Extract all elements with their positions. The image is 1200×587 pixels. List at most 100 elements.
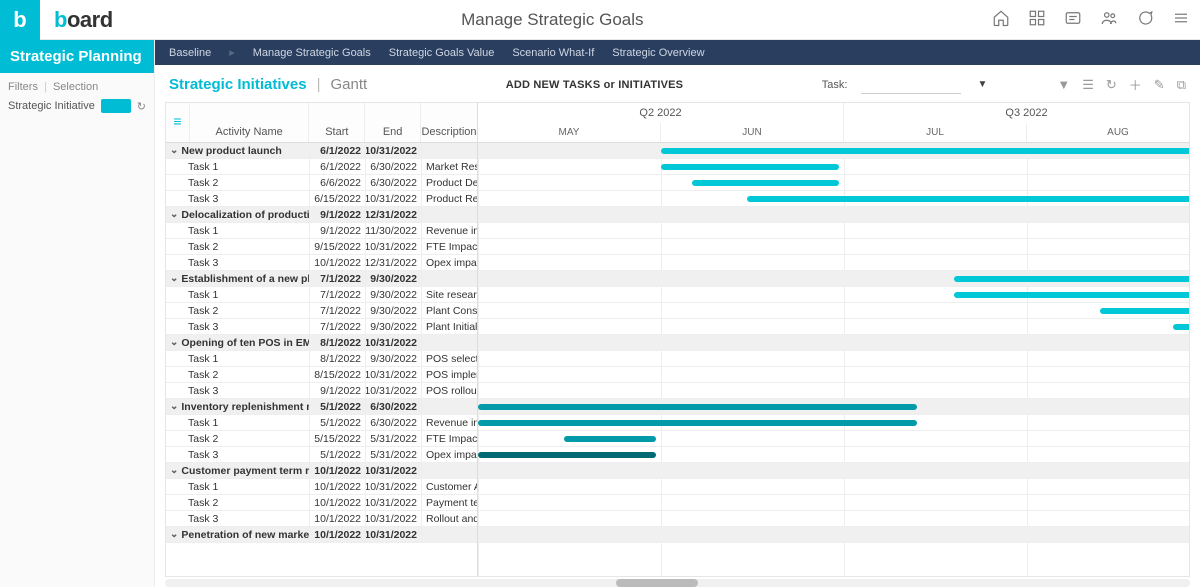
activity-name[interactable]: Task 3 [166,255,310,270]
activity-name[interactable]: Opening of ten POS in EMEA... [166,335,310,350]
gantt-bar[interactable] [564,436,656,442]
gantt-bar[interactable] [661,148,1190,154]
gantt-bar[interactable] [692,180,838,186]
col-name[interactable]: Activity Name [190,103,310,142]
crumb-manage[interactable]: Manage Strategic Goals [253,47,371,59]
horizontal-scrollbar[interactable] [165,579,1190,587]
group-row[interactable]: Penetration of new markets ...10/1/20221… [166,527,477,543]
scrollbar-thumb[interactable] [616,579,698,587]
activity-name[interactable]: Task 2 [166,495,310,510]
gantt-body[interactable] [478,143,1189,576]
activity-name[interactable]: Task 3 [166,191,310,206]
task-row[interactable]: Task 28/15/202210/31/2022POS implem.. [166,367,477,383]
gantt-bar[interactable] [954,276,1190,282]
logo-rest: oard [67,7,113,32]
home-icon[interactable] [992,9,1010,30]
logo-square[interactable]: b [0,0,40,40]
activity-name[interactable]: Inventory replenishment ne... [166,399,310,414]
gantt-bar[interactable] [1173,324,1190,330]
crumb-baseline[interactable]: Baseline [169,47,211,59]
task-row[interactable]: Task 210/1/202210/31/2022Payment ter.. [166,495,477,511]
description: Market Rese.. [422,159,477,174]
task-row[interactable]: Task 110/1/202210/31/2022Customer An.. [166,479,477,495]
activity-name[interactable]: Task 1 [166,351,310,366]
task-dropdown-icon[interactable]: ▼ [977,79,987,90]
activity-name[interactable]: Task 3 [166,383,310,398]
gantt-bar[interactable] [954,292,1190,298]
activity-name[interactable]: Task 1 [166,287,310,302]
activity-name[interactable]: Task 2 [166,303,310,318]
col-start[interactable]: Start [309,103,365,142]
task-row[interactable]: Task 27/1/20229/30/2022Plant Constr.. [166,303,477,319]
filter-icon[interactable]: ☰ [1082,77,1094,93]
group-row[interactable]: New product launch6/1/202210/31/2022 [166,143,477,159]
task-row[interactable]: Task 15/1/20226/30/2022Revenue im.. [166,415,477,431]
month-header: AUG [1027,123,1190,143]
task-row[interactable]: Task 19/1/202211/30/2022Revenue im.. [166,223,477,239]
gantt-bar[interactable] [661,164,839,170]
group-row[interactable]: Delocalization of production...9/1/20221… [166,207,477,223]
activity-name[interactable]: Task 3 [166,447,310,462]
task-row[interactable]: Task 29/15/202210/31/2022FTE Impact [166,239,477,255]
col-end[interactable]: End [365,103,421,142]
refresh-icon-toolbar[interactable]: ↻ [1106,77,1117,93]
activity-name[interactable]: Task 2 [166,175,310,190]
activity-name[interactable]: New product launch [166,143,310,158]
group-row[interactable]: Opening of ten POS in EMEA...8/1/202210/… [166,335,477,351]
task-row[interactable]: Task 37/1/20229/30/2022Plant Initializ.. [166,319,477,335]
gantt-bar[interactable] [1100,308,1190,314]
group-row[interactable]: Establishment of a new plant7/1/20229/30… [166,271,477,287]
apps-icon[interactable] [1028,9,1046,30]
activity-name[interactable]: Task 2 [166,239,310,254]
strategic-initiative-chip[interactable] [101,99,131,113]
users-icon[interactable] [1100,9,1118,30]
crumb-value[interactable]: Strategic Goals Value [389,47,495,59]
activity-name[interactable]: Task 1 [166,223,310,238]
task-row[interactable]: Task 310/1/202212/31/2022Opex impact.. [166,255,477,271]
col-desc[interactable]: Description [421,103,477,142]
filters-label[interactable]: Filters [8,81,38,93]
task-select[interactable] [861,76,961,94]
gantt-bar[interactable] [478,452,656,458]
crumb-whatif[interactable]: Scenario What-If [512,47,594,59]
activity-name[interactable]: Delocalization of production... [166,207,310,222]
crumb-overview[interactable]: Strategic Overview [612,47,704,59]
menu-icon[interactable] [1172,9,1190,30]
dropdown-icon[interactable]: ▼ [1057,77,1070,92]
refresh-icon[interactable]: ↻ [137,100,146,113]
activity-name[interactable]: Task 2 [166,367,310,382]
task-row[interactable]: Task 35/1/20225/31/2022Opex impact.. [166,447,477,463]
activity-name[interactable]: Penetration of new markets ... [166,527,310,542]
task-row[interactable]: Task 36/15/202210/31/2022Product Rele.. [166,191,477,207]
task-row[interactable]: Task 17/1/20229/30/2022Site research.. [166,287,477,303]
task-row[interactable]: Task 25/15/20225/31/2022FTE Impact [166,431,477,447]
gantt-bar[interactable] [478,404,917,410]
activity-name[interactable]: Task 1 [166,159,310,174]
start-date: 5/1/2022 [310,447,366,462]
group-row[interactable]: Customer payment term rati...10/1/202210… [166,463,477,479]
task-row[interactable]: Task 26/6/20226/30/2022Product Dev.. [166,175,477,191]
copy-icon[interactable]: ⧉ [1177,77,1186,93]
task-row[interactable]: Task 18/1/20229/30/2022POS selectio.. [166,351,477,367]
selection-label[interactable]: Selection [53,81,98,93]
add-icon[interactable]: ＋ [1129,75,1142,94]
activity-name[interactable]: Task 1 [166,415,310,430]
group-row[interactable]: Inventory replenishment ne...5/1/20226/3… [166,399,477,415]
activity-name[interactable]: Task 3 [166,511,310,526]
task-row[interactable]: Task 16/1/20226/30/2022Market Rese.. [166,159,477,175]
edit-icon[interactable]: ✎ [1154,77,1165,93]
end-date: 10/31/2022 [366,463,422,478]
activity-name[interactable]: Task 3 [166,319,310,334]
grid-menu-icon[interactable]: ≡ [166,103,190,142]
gantt-row [478,287,1189,303]
activity-name[interactable]: Task 1 [166,479,310,494]
chat-icon[interactable] [1136,9,1154,30]
task-row[interactable]: Task 39/1/202210/31/2022POS rollout [166,383,477,399]
activity-name[interactable]: Customer payment term rati... [166,463,310,478]
activity-name[interactable]: Task 2 [166,431,310,446]
task-row[interactable]: Task 310/1/202210/31/2022Rollout and .. [166,511,477,527]
gantt-bar[interactable] [747,196,1190,202]
gantt-bar[interactable] [478,420,917,426]
activity-name[interactable]: Establishment of a new plant [166,271,310,286]
note-icon[interactable] [1064,9,1082,30]
